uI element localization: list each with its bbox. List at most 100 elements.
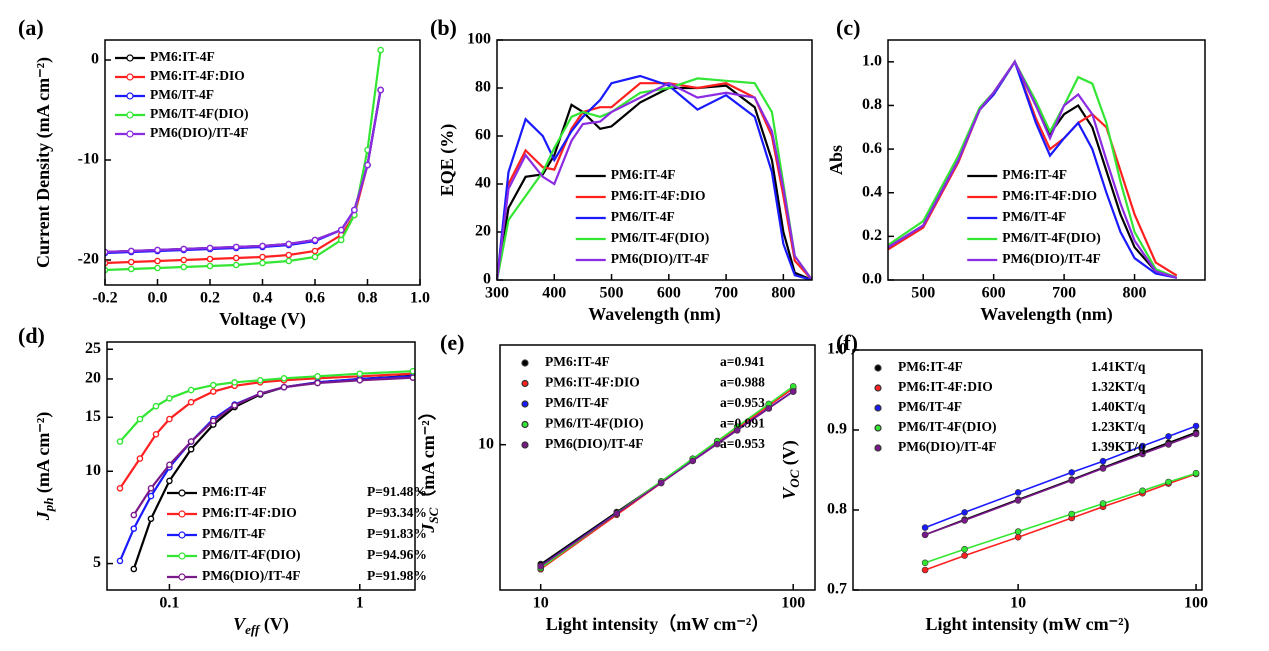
data-point	[187, 438, 195, 445]
data-point	[280, 375, 288, 382]
data-point	[314, 373, 321, 380]
data-point	[961, 545, 968, 553]
y-tick-label: 10	[478, 435, 494, 452]
series-line	[497, 81, 812, 280]
x-axis-title-part: V	[233, 614, 247, 634]
x-axis-title: Veff (V)	[233, 614, 289, 637]
y-tick-label: 1.0	[827, 341, 847, 358]
data-point	[209, 381, 217, 389]
legend-note: 1.41KT/q	[1091, 359, 1146, 374]
series-group	[921, 422, 1200, 574]
legend-marker	[874, 404, 882, 412]
data-point	[1192, 469, 1200, 477]
legend-label: PM6(DIO)/IT-4F	[898, 439, 997, 454]
legend-marker	[178, 510, 186, 518]
data-point	[154, 264, 161, 272]
legend-label: PM6/IT-4F	[150, 87, 214, 102]
legend-marker	[521, 441, 529, 449]
x-tick-label: 10	[533, 595, 549, 612]
data-point	[314, 379, 321, 387]
legend-label: PM6:IT-4F:DIO	[202, 505, 297, 520]
data-point	[206, 262, 214, 270]
legend-marker	[874, 424, 882, 432]
data-point	[136, 455, 144, 462]
data-point	[206, 244, 214, 252]
y-tick-label: 0.7	[827, 581, 847, 598]
y-axis-title: EQE (%)	[437, 124, 458, 197]
x-tick-label: 0.8	[358, 290, 378, 307]
legend-label: PM6/IT-4F(DIO)	[1002, 230, 1101, 245]
series-group	[497, 74, 812, 280]
data-point	[256, 390, 264, 398]
y-tick-label: 1.0	[862, 52, 882, 69]
legend-label: PM6/IT-4F	[611, 209, 675, 224]
y-tick-label: 0.8	[827, 501, 847, 518]
x-tick-label: 1.0	[410, 290, 430, 307]
fit-line	[924, 473, 1197, 571]
data-point	[166, 477, 173, 485]
legend-label: PM6/IT-4F(DIO)	[202, 547, 301, 562]
fit-line	[924, 472, 1197, 564]
series-line	[497, 74, 812, 280]
legend-note: P=91.48%	[367, 484, 427, 499]
fit-line	[924, 425, 1197, 529]
data-point	[259, 259, 266, 267]
data-point	[1099, 500, 1107, 507]
data-point	[127, 247, 135, 255]
x-tick-label: 600	[657, 285, 681, 302]
legend-marker	[521, 400, 529, 408]
legend-label: PM6:IT-4F:DIO	[898, 379, 993, 394]
data-point	[116, 484, 124, 492]
series-group	[105, 46, 384, 274]
data-point	[209, 388, 217, 395]
data-point	[921, 566, 929, 574]
data-point	[166, 461, 173, 469]
legend-label: PM6(DIO)/IT-4F	[545, 436, 644, 451]
y-tick-label: 0.4	[862, 183, 882, 200]
y-tick-label: 0.2	[862, 227, 882, 244]
y-axis-title: Current Density (mA cm⁻²)	[33, 57, 54, 268]
legend-marker	[126, 130, 134, 138]
data-point	[232, 243, 240, 251]
y-tick-label: 0.9	[827, 421, 847, 438]
data-point	[231, 402, 238, 409]
data-point	[166, 415, 173, 423]
data-point	[713, 440, 721, 448]
legend-marker	[521, 420, 529, 429]
x-axis-title: Light intensity（mW cm⁻²）	[546, 614, 770, 634]
data-point	[209, 417, 217, 425]
data-point	[147, 515, 155, 523]
y-tick-label: -10	[78, 151, 99, 168]
legend-marker	[126, 54, 134, 62]
data-point	[1068, 510, 1075, 518]
legend-label: PM6:IT-4F:DIO	[545, 375, 640, 390]
legend-label: PM6(DIO)/IT-4F	[150, 125, 249, 140]
data-point	[187, 386, 195, 394]
legend-note: 1.40KT/q	[1091, 399, 1146, 414]
data-point	[154, 257, 161, 265]
data-point	[351, 206, 358, 214]
data-point	[259, 253, 266, 261]
data-point	[1014, 489, 1022, 496]
data-point	[337, 236, 345, 244]
x-axis-title: Wavelength (nm)	[588, 304, 721, 325]
data-point	[130, 525, 138, 532]
data-point	[1165, 478, 1172, 486]
data-point	[657, 479, 665, 487]
data-point	[733, 427, 741, 434]
data-point	[1068, 477, 1075, 484]
plot-frame	[887, 39, 1206, 281]
legend-label: PM6/IT-4F	[1002, 209, 1066, 224]
data-point	[259, 242, 266, 250]
legend-note: a=0.988	[720, 375, 765, 390]
data-point	[231, 379, 238, 386]
legend-marker	[874, 364, 882, 372]
x-axis-title: Wavelength (nm)	[980, 304, 1113, 325]
data-point	[166, 394, 173, 402]
data-point	[337, 226, 345, 234]
series-line	[888, 59, 1178, 279]
data-point	[232, 261, 240, 269]
legend-label: PM6:IT-4F	[150, 49, 215, 64]
data-point	[1139, 442, 1146, 450]
